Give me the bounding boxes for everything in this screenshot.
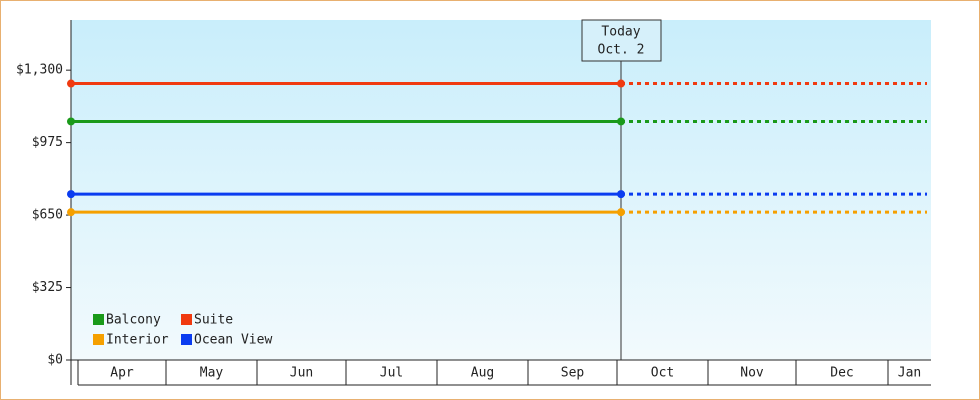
- today-box: [581, 19, 662, 62]
- y-tick-label: $650: [32, 208, 63, 223]
- point: [617, 190, 625, 199]
- legend-label: Interior: [106, 333, 169, 348]
- plot-area: [71, 20, 931, 360]
- point: [67, 208, 75, 217]
- point: [67, 117, 75, 126]
- today-date: Oct. 2: [598, 43, 645, 58]
- x-tick-label: Jun: [290, 366, 313, 381]
- legend-label: Suite: [194, 313, 233, 328]
- legend-swatch: [181, 334, 192, 345]
- x-tick-label: Sep: [561, 366, 585, 381]
- point: [617, 117, 625, 126]
- legend-label: Balcony: [106, 313, 161, 328]
- point: [617, 79, 625, 88]
- point: [617, 208, 625, 217]
- x-tick-label: Jul: [380, 366, 403, 381]
- point: [67, 190, 75, 199]
- y-tick-label: $0: [47, 353, 63, 368]
- x-tick-label: Nov: [740, 366, 764, 381]
- x-tick-label: Apr: [110, 366, 134, 381]
- x-tick-label: Aug: [471, 366, 494, 381]
- today-label: Today: [601, 25, 640, 40]
- x-tick-label: Jan: [898, 366, 921, 381]
- x-tick-label: Dec: [830, 366, 853, 381]
- y-tick-label: $1,300: [16, 63, 63, 78]
- legend-label: Ocean View: [194, 333, 272, 348]
- x-tick-label: Oct: [651, 366, 674, 381]
- y-tick-label: $975: [32, 135, 63, 150]
- y-tick-label: $325: [32, 280, 63, 295]
- legend-swatch: [93, 314, 104, 325]
- legend-swatch: [181, 314, 192, 325]
- point: [67, 79, 75, 88]
- x-tick-label: May: [200, 366, 224, 381]
- legend-swatch: [93, 334, 104, 345]
